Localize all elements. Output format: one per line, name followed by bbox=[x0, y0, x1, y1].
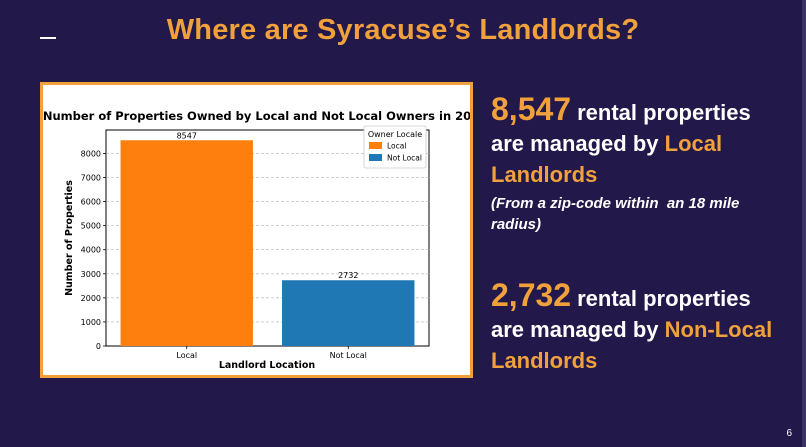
y-tick-label: 6000 bbox=[81, 198, 101, 207]
nonlocal-count: 2,732 bbox=[491, 277, 572, 313]
bar-data-label: 2732 bbox=[338, 271, 358, 280]
nonlocal-landlords-word: Landlords bbox=[491, 348, 598, 373]
local-line1-text: rental properties bbox=[577, 100, 751, 125]
x-tick-label: Not Local bbox=[330, 351, 367, 360]
y-tick-label: 1000 bbox=[81, 318, 101, 327]
plot-area-border bbox=[105, 129, 430, 347]
page-number: 6 bbox=[786, 428, 792, 439]
local-landlords-stat: 8,547 rental properties are managed by Lo… bbox=[491, 91, 791, 235]
legend-title: Owner Locale bbox=[368, 130, 422, 139]
chart-legend: Owner Locale Local Not Local bbox=[363, 125, 427, 169]
y-tick-label: 3000 bbox=[81, 270, 101, 279]
local-accent-text: Local bbox=[664, 131, 723, 156]
local-note: (From a zip-code within an 18 mile radiu… bbox=[491, 193, 791, 235]
legend-swatch-local bbox=[369, 142, 382, 149]
bar-not-local bbox=[282, 280, 415, 346]
local-note-line1: (From a zip-code within an 18 mile bbox=[491, 195, 740, 212]
legend-entry-local: Local bbox=[387, 142, 406, 151]
nonlocal-landlords-stat: 2,732 rental properties are managed by No… bbox=[491, 277, 791, 376]
x-axis-label: Landlord Location bbox=[219, 360, 316, 371]
chart-title: Number of Properties Owned by Local and … bbox=[43, 109, 470, 123]
local-note-line2: radius) bbox=[491, 216, 542, 233]
nonlocal-line1-text: rental properties bbox=[577, 286, 751, 311]
y-tick-label: 4000 bbox=[81, 246, 101, 255]
local-count: 8,547 bbox=[491, 91, 572, 127]
bar-local bbox=[120, 140, 253, 346]
legend-swatch-not-local bbox=[369, 154, 382, 161]
chart-frame: Number of Properties Owned by Local and … bbox=[40, 82, 473, 378]
legend-entry-not-local: Not Local bbox=[387, 154, 422, 163]
x-tick-label: Local bbox=[176, 351, 197, 360]
local-line2-text: are managed by bbox=[491, 131, 665, 156]
title-dash-decoration bbox=[40, 37, 56, 39]
y-tick-label: 0 bbox=[96, 342, 101, 351]
bar-chart: Number of Properties Owned by Local and … bbox=[43, 109, 470, 371]
bar-data-label: 8547 bbox=[177, 131, 197, 140]
nonlocal-accent-text: Non-Local bbox=[664, 317, 773, 342]
window-edge bbox=[802, 0, 806, 447]
slide-title: Where are Syracuse’s Landlords? bbox=[166, 14, 640, 46]
y-tick-label: 8000 bbox=[81, 149, 101, 158]
nonlocal-line2-text: are managed by bbox=[491, 317, 665, 342]
local-landlords-word: Landlords bbox=[491, 162, 598, 187]
y-tick-label: 5000 bbox=[81, 222, 101, 231]
y-axis-label: Number of Properties bbox=[64, 180, 75, 296]
y-tick-label: 2000 bbox=[81, 294, 101, 303]
y-tick-label: 7000 bbox=[81, 174, 101, 183]
